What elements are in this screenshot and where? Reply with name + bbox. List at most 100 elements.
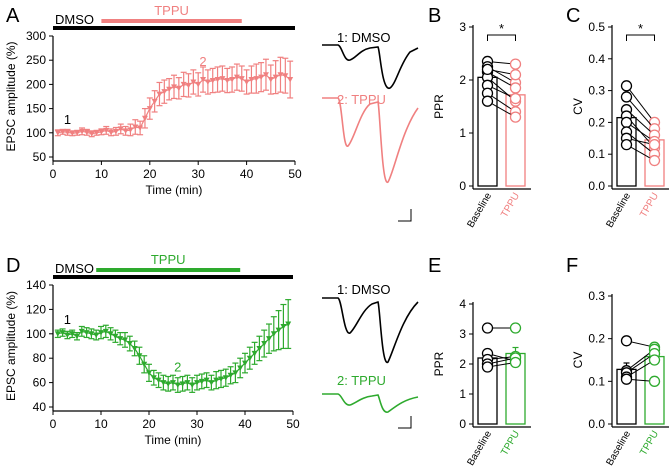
baseline-point [620, 373, 633, 385]
y-tick-label: 0.0 [588, 417, 605, 431]
data-point [136, 353, 143, 359]
baseline-point [620, 80, 633, 92]
data-point [122, 128, 129, 134]
data-point [59, 330, 66, 336]
data-point [200, 77, 207, 83]
data-point [190, 79, 197, 85]
y-tick-label: 2 [459, 357, 466, 371]
data-point [180, 81, 187, 88]
x-tick-label: 20 [143, 167, 157, 181]
data-point [243, 79, 250, 85]
y-tick-label: 40 [33, 400, 47, 414]
data-point [74, 333, 80, 340]
tppu-label: TPPU [154, 3, 189, 18]
data-point [59, 129, 66, 135]
y-tick-label: 3 [459, 20, 466, 34]
y-tick-label: 3 [459, 327, 466, 341]
data-point [282, 73, 289, 79]
data-point [280, 323, 287, 330]
data-point [214, 77, 221, 83]
data-point [198, 378, 205, 385]
tppu-point [648, 354, 661, 366]
y-tick-label: 300 [26, 29, 46, 43]
epsc-traces-a: 1: DMSO 2: TPPU [322, 30, 419, 222]
y-tick-label: 0 [459, 417, 466, 431]
bar-chart-c: 0.0 0.1 0.2 0.3 0.4 0.5 CV Baseline TPPU * [571, 20, 669, 230]
y-tick-label: 1 [459, 387, 466, 401]
data-point [137, 125, 144, 131]
data-point [98, 129, 105, 135]
trace-dmso [322, 44, 419, 89]
bar-chart-f: 0.0 0.1 0.2 0.3 CV Baseline TPPU [571, 289, 669, 468]
x-axis-label: Time (min) [146, 183, 203, 197]
data-point [184, 380, 191, 386]
x-tick-label: 40 [240, 167, 254, 181]
dmso-label: DMSO [55, 12, 94, 27]
data-point [256, 345, 263, 352]
data-point [64, 332, 71, 339]
y-tick-label: 60 [33, 376, 47, 390]
data-point [69, 331, 76, 337]
data-point [272, 74, 279, 81]
pair-line [626, 353, 655, 374]
y-tick-label: 0.4 [588, 52, 605, 66]
tppu-point [648, 375, 661, 387]
y-tick-label: 0 [459, 179, 466, 193]
x-tick-label: 10 [94, 417, 108, 431]
data-point [179, 381, 186, 387]
data-point [266, 336, 272, 342]
y-tick-label: 0.3 [588, 289, 605, 303]
tppu-point [509, 356, 522, 369]
data-point [146, 106, 153, 112]
data-point [103, 127, 110, 134]
y-axis-label: PPR [432, 351, 446, 376]
significance-bracket [487, 34, 516, 41]
data-point [277, 72, 284, 78]
data-point [93, 130, 100, 136]
significance-bracket [626, 34, 655, 41]
x-tick-label: 20 [142, 417, 156, 431]
scale-bar [398, 209, 412, 222]
data-point [83, 129, 90, 136]
trace-dmso [322, 297, 419, 363]
data-point [88, 131, 95, 137]
data-point [267, 77, 274, 83]
data-point [203, 377, 210, 384]
data-point [132, 124, 139, 130]
x-tick-label: 40 [238, 417, 252, 431]
tppu-point [509, 111, 522, 123]
data-point [224, 78, 231, 84]
trace-label-dmso: 1: DMSO [337, 30, 390, 45]
baseline-point [620, 116, 633, 129]
data-point [74, 130, 81, 136]
y-axis-label: CV [571, 98, 585, 115]
baseline-point [481, 63, 494, 76]
data-point [166, 86, 173, 93]
panel-letter-b: B [428, 5, 441, 27]
trace-tppu [322, 97, 419, 183]
data-point [141, 361, 148, 368]
significance-star: * [499, 21, 504, 36]
panel-letter-c: C [566, 5, 580, 27]
data-point [156, 91, 163, 98]
panel-letter-a: A [6, 5, 20, 27]
baseline-point [620, 139, 633, 151]
marker-1: 1 [64, 112, 71, 127]
panel-letter-d: D [6, 255, 20, 277]
data-point [218, 376, 224, 382]
data-point [238, 76, 245, 82]
data-point [208, 380, 215, 386]
y-axis-label: PPR [432, 94, 446, 119]
bar-tppu [644, 355, 665, 425]
y-tick-label: 2 [459, 73, 466, 87]
x-axis-label: Time (min) [145, 433, 202, 447]
tppu-point [509, 92, 522, 105]
data-point [54, 331, 61, 337]
data-point [209, 78, 216, 84]
data-point [222, 375, 229, 381]
data-point [146, 370, 152, 376]
data-point [237, 365, 244, 371]
data-point [112, 128, 119, 135]
data-point [141, 115, 148, 122]
data-point [195, 81, 202, 88]
